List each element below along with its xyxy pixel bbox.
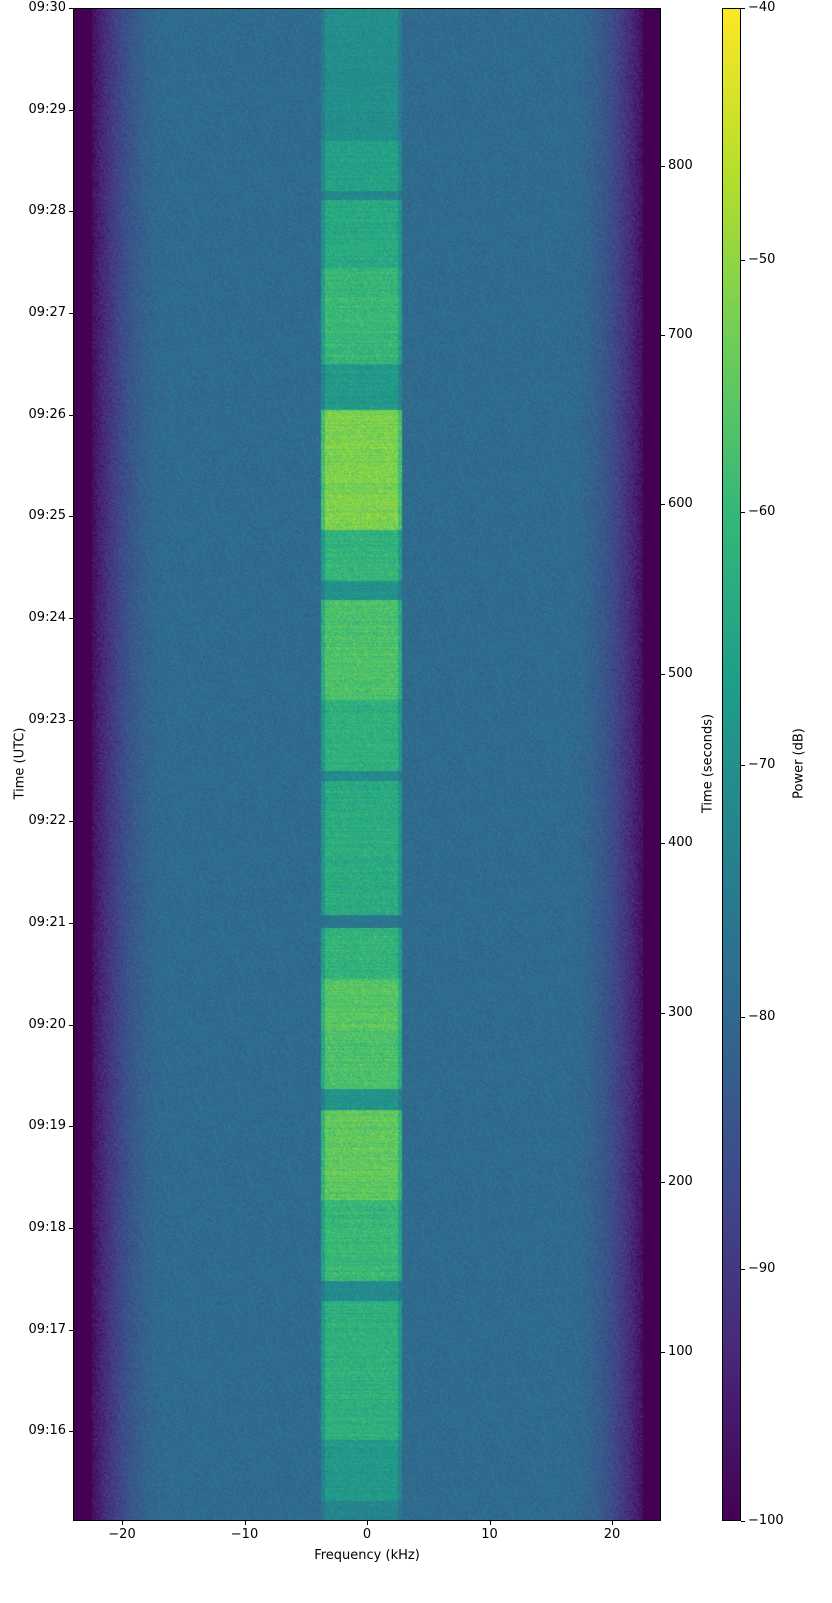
colorbar-tick-mark — [741, 512, 745, 514]
utc-tick-label: 09:27 — [28, 304, 66, 320]
utc-tick-label: 09:22 — [28, 813, 66, 829]
colorbar-tick-label: −60 — [748, 504, 776, 520]
x-tick-mark — [612, 1521, 613, 1525]
colorbar-tick-mark — [741, 764, 745, 766]
seconds-tick-label: 400 — [668, 835, 693, 851]
utc-tick-label: 09:17 — [28, 1321, 66, 1337]
utc-tick-label: 09:28 — [28, 203, 66, 219]
seconds-tick-mark — [661, 843, 665, 845]
colorbar-tick-label: −80 — [748, 1008, 776, 1024]
utc-tick-mark — [69, 922, 73, 924]
x-tick-label: 20 — [603, 1527, 621, 1542]
seconds-tick-label: 100 — [668, 1343, 693, 1359]
utc-tick-mark — [69, 1227, 73, 1229]
utc-tick-label: 09:19 — [28, 1118, 66, 1134]
colorbar-tick-mark — [741, 1521, 745, 1522]
utc-tick-label: 09:21 — [28, 914, 66, 930]
utc-tick-mark — [69, 312, 73, 314]
x-tick-label: −20 — [108, 1527, 136, 1542]
utc-tick-mark — [69, 414, 73, 416]
x-tick-label: 0 — [362, 1527, 372, 1542]
utc-tick-label: 09:16 — [28, 1423, 66, 1439]
utc-tick-mark — [69, 617, 73, 619]
utc-tick-mark — [69, 1024, 73, 1026]
seconds-tick-label: 500 — [668, 665, 693, 681]
seconds-tick-mark — [661, 1012, 665, 1014]
y-axis-label-right: Time (seconds) — [700, 713, 716, 814]
utc-tick-label: 09:25 — [28, 508, 66, 524]
colorbar-tick-label: −40 — [748, 0, 776, 15]
utc-tick-mark — [69, 1329, 73, 1331]
utc-tick-mark — [69, 8, 73, 9]
colorbar-tick-label: −70 — [748, 756, 776, 772]
spectrogram-heatmap — [73, 8, 661, 1521]
colorbar-label: Power (dB) — [791, 728, 807, 799]
utc-tick-mark — [69, 821, 73, 823]
colorbar-tick-mark — [741, 1268, 745, 1270]
colorbar-tick-label: −90 — [748, 1260, 776, 1276]
seconds-tick-label: 700 — [668, 326, 693, 342]
utc-tick-mark — [69, 516, 73, 518]
x-tick-mark — [122, 1521, 123, 1525]
utc-tick-label: 09:18 — [28, 1219, 66, 1235]
x-tick-label: 10 — [481, 1527, 498, 1542]
utc-tick-label: 09:24 — [28, 609, 66, 625]
utc-tick-label: 09:30 — [28, 0, 66, 15]
x-tick-mark — [367, 1521, 368, 1525]
colorbar-tick-label: −50 — [748, 252, 776, 268]
seconds-tick-label: 200 — [668, 1174, 693, 1190]
seconds-tick-label: 300 — [668, 1004, 693, 1020]
utc-tick-mark — [69, 211, 73, 213]
seconds-tick-mark — [661, 1351, 665, 1353]
x-tick-mark — [489, 1521, 491, 1525]
utc-tick-label: 09:20 — [28, 1016, 66, 1032]
seconds-tick-mark — [661, 1182, 665, 1184]
seconds-tick-label: 800 — [668, 157, 693, 173]
seconds-tick-mark — [661, 165, 665, 167]
colorbar-tick-label: −100 — [748, 1513, 784, 1528]
utc-tick-mark — [69, 109, 73, 111]
colorbar — [722, 8, 741, 1521]
utc-tick-mark — [69, 1431, 73, 1433]
colorbar-tick-mark — [741, 260, 745, 262]
x-tick-mark — [244, 1521, 246, 1525]
utc-tick-label: 09:23 — [28, 711, 66, 727]
utc-tick-label: 09:26 — [28, 406, 66, 422]
seconds-tick-mark — [661, 334, 665, 336]
colorbar-tick-mark — [741, 1016, 745, 1018]
x-axis-label: Frequency (kHz) — [314, 1548, 420, 1563]
plot-frame — [73, 8, 661, 1521]
x-tick-label: −10 — [230, 1527, 259, 1542]
utc-tick-mark — [69, 719, 73, 721]
seconds-tick-label: 600 — [668, 496, 693, 512]
utc-tick-label: 09:29 — [28, 101, 66, 117]
seconds-tick-mark — [661, 504, 665, 506]
seconds-tick-mark — [661, 673, 665, 675]
utc-tick-mark — [69, 1126, 73, 1128]
colorbar-tick-mark — [741, 8, 745, 9]
y-axis-label-left: Time (UTC) — [12, 727, 28, 800]
